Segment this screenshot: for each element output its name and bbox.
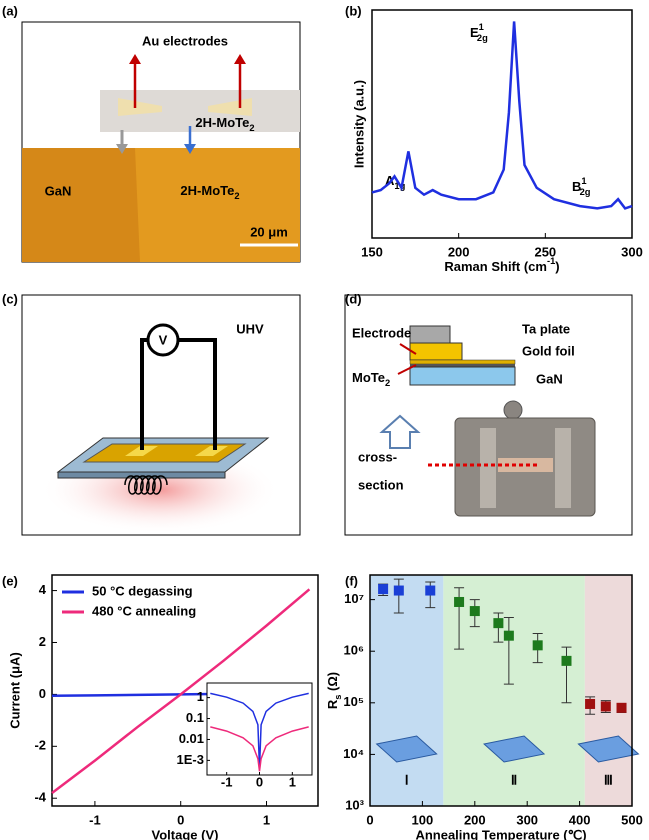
- legend-label: 50 °C degassing: [92, 583, 193, 598]
- label: Electrode: [352, 325, 411, 340]
- text-part: 2H-MoTe: [180, 183, 234, 198]
- electrode-layer: [410, 343, 462, 360]
- y-tick-label: 10⁷: [344, 591, 364, 606]
- y-axis-label: Intensity (a.u.): [351, 80, 366, 168]
- point: [504, 631, 514, 641]
- label: Ta plate: [522, 321, 570, 336]
- x-axis-label: Voltage (V): [152, 827, 219, 840]
- x-tick-label: 300: [621, 244, 643, 259]
- text-part: 2: [234, 191, 239, 201]
- panel-label: (f): [345, 573, 358, 588]
- text-part: 2: [385, 378, 390, 388]
- panel-label: (b): [345, 3, 362, 18]
- x-tick-label: -1: [221, 774, 233, 789]
- x-tick-label: 1: [289, 774, 296, 789]
- point: [493, 618, 503, 628]
- x-tick-label: 0: [256, 774, 263, 789]
- y-tick-label: 10⁴: [343, 746, 364, 761]
- text-part: 2: [249, 123, 254, 133]
- point: [470, 606, 480, 616]
- x-tick-label: 500: [621, 812, 643, 827]
- panel-label: (c): [2, 291, 18, 306]
- figure: (a)Au electrodes2H-MoTe2GaN2H-MoTe220 μm…: [0, 0, 649, 840]
- text-part: 2g: [477, 33, 488, 43]
- label: UHV: [236, 321, 264, 336]
- point: [378, 584, 388, 594]
- region: [443, 575, 584, 806]
- text-part: Raman Shift (cm: [444, 259, 547, 274]
- y-tick-label: 10³: [345, 797, 364, 812]
- point: [394, 586, 404, 596]
- gold-foil: [410, 360, 515, 364]
- y-tick-label: -2: [34, 738, 46, 753]
- text-part: (Ω): [325, 672, 340, 695]
- y-tick-label: 0: [39, 686, 46, 701]
- x-tick-label: 400: [569, 812, 591, 827]
- point: [425, 586, 435, 596]
- y-tick-label: 0.01: [179, 731, 204, 746]
- ta-plate: [410, 326, 450, 343]
- y-tick-label: 10⁶: [344, 643, 364, 658]
- region-label: Ⅰ: [405, 772, 409, 787]
- text-part: ): [555, 259, 559, 274]
- label: cross-: [358, 449, 397, 464]
- text-part: MoTe: [352, 370, 385, 385]
- y-tick-label: 1E-3: [177, 752, 204, 767]
- region: [585, 575, 632, 806]
- y-tick-label: 10⁵: [343, 694, 364, 709]
- region: [370, 575, 443, 806]
- text-part: 1: [581, 176, 586, 186]
- holder-clip: [480, 428, 496, 508]
- x-tick-label: 0: [366, 812, 373, 827]
- x-tick-label: 0: [177, 812, 184, 827]
- text-part: 1: [479, 22, 484, 32]
- text-part: 2g: [580, 187, 591, 197]
- meter-label: V: [159, 332, 168, 347]
- point: [585, 699, 595, 709]
- holder-tab: [504, 401, 522, 419]
- gan-layer: [410, 367, 515, 385]
- gan-region: [22, 148, 140, 262]
- x-tick-label: 300: [516, 812, 538, 827]
- y-tick-label: 2: [39, 634, 46, 649]
- y-tick-label: 1: [197, 689, 204, 704]
- point: [617, 703, 627, 713]
- x-axis-label: Annealing Temperature (℃): [415, 827, 586, 840]
- y-tick-label: 4: [39, 582, 47, 597]
- label: GaN: [45, 183, 72, 198]
- panel-label: (a): [2, 3, 18, 18]
- plot-area: [372, 10, 632, 238]
- point: [601, 701, 611, 711]
- x-tick-label: -1: [89, 812, 101, 827]
- scale-label: 20 μm: [250, 224, 288, 239]
- y-tick-label: -4: [34, 790, 46, 805]
- x-tick-label: 1: [263, 812, 270, 827]
- point: [454, 597, 464, 607]
- x-tick-label: 100: [412, 812, 434, 827]
- region-label: Ⅲ: [604, 772, 613, 787]
- label: section: [358, 477, 404, 492]
- region-label: Ⅱ: [511, 772, 517, 787]
- point: [533, 640, 543, 650]
- text-part: -1: [547, 256, 555, 266]
- x-tick-label: 200: [448, 244, 470, 259]
- panel-label: (e): [2, 573, 18, 588]
- label: GaN: [536, 371, 563, 386]
- y-tick-label: 0.1: [186, 710, 204, 725]
- text-part: 2H-MoTe: [195, 115, 249, 130]
- label: Au electrodes: [142, 33, 228, 48]
- x-tick-label: 200: [464, 812, 486, 827]
- holder-clip: [555, 428, 571, 508]
- legend-label: 480 °C annealing: [92, 603, 196, 618]
- platform-edge: [58, 472, 225, 478]
- y-axis-label: Current (μA): [7, 652, 22, 729]
- y-axis-label: Rs (Ω): [325, 672, 343, 709]
- point: [562, 656, 572, 666]
- x-axis-label: Raman Shift (cm-1): [444, 256, 559, 274]
- label: Gold foil: [522, 343, 575, 358]
- panel-label: (d): [345, 291, 362, 306]
- x-tick-label: 150: [361, 244, 383, 259]
